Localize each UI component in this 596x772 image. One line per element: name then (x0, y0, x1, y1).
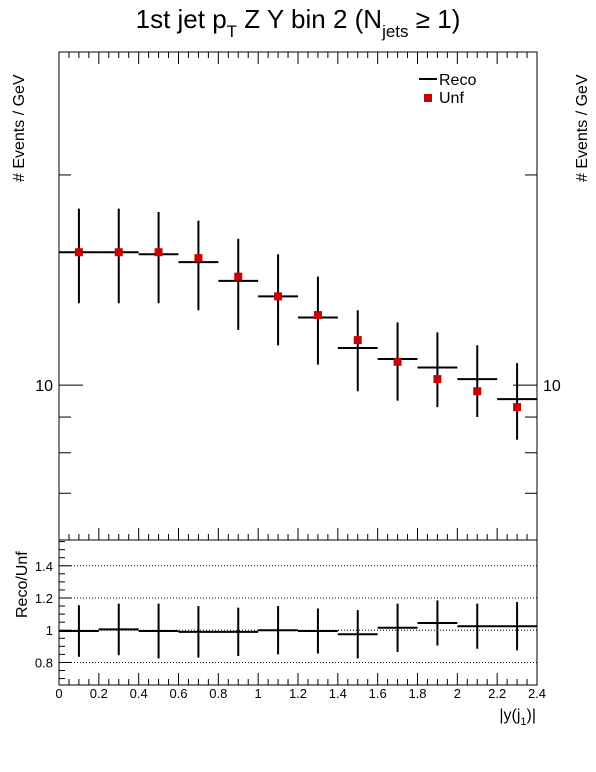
legend-unf-marker (424, 94, 432, 102)
x-tick-label: 0 (55, 686, 62, 701)
x-tick-label: 0.4 (130, 686, 148, 701)
x-axis-label: |y(j1)| (499, 707, 536, 728)
unf-marker (114, 248, 123, 257)
legend: Reco Unf (419, 72, 476, 107)
x-tick-label: 1.2 (289, 686, 307, 701)
y-axis-label-left: # Events / GeV (11, 74, 28, 182)
unf-marker (393, 357, 402, 366)
x-tick-label: 2.2 (488, 686, 506, 701)
legend-unf-label: Unf (439, 90, 464, 107)
ratio-y-tick-label: 0.8 (35, 655, 53, 670)
x-tick-label: 2.4 (528, 686, 546, 701)
unf-marker (274, 292, 283, 301)
x-tick-label: 0.6 (169, 686, 187, 701)
unf-marker (154, 248, 163, 257)
x-tick-label: 0.2 (90, 686, 108, 701)
main-axis-ticks (58, 51, 538, 541)
unf-marker (433, 375, 442, 384)
unf-marker (353, 336, 362, 345)
unf-marker (74, 248, 83, 257)
chart-title: 1st jet pT Z Y bin 2 (Njets ≥ 1) (136, 4, 461, 41)
unf-marker (473, 387, 482, 396)
tick-labels: 0 0.2 0.4 0.6 0.8 1 1.2 1.4 1.6 1.8 2 2.2 2.4 10 10 0.8… (35, 378, 561, 701)
x-tick-label: 0.8 (209, 686, 227, 701)
ratio-y-tick-label: 1.4 (35, 559, 53, 574)
x-tick-label: 1.6 (369, 686, 387, 701)
x-tick-label: 1.4 (329, 686, 347, 701)
y-axis-label-right: # Events / GeV (574, 74, 591, 182)
ratio-gridlines (59, 565, 537, 663)
main-series (59, 208, 537, 440)
unf-marker (234, 272, 243, 281)
x-tick-label: 1 (255, 686, 262, 701)
ratio-y-tick-label: 1 (46, 623, 53, 638)
ratio-plot-frame (58, 539, 538, 686)
legend-reco-label: Reco (439, 72, 476, 89)
main-y-tick-label-right: 10 (543, 378, 561, 395)
x-tick-label: 2 (454, 686, 461, 701)
x-tick-label: 1.8 (408, 686, 426, 701)
ratio-axis-ticks (58, 541, 538, 685)
ratio-y-axis-label: Reco/Unf (14, 551, 31, 618)
unf-marker (194, 254, 203, 263)
main-y-tick-label: 10 (35, 378, 53, 395)
ratio-series (59, 600, 537, 659)
unf-marker (313, 311, 322, 320)
unf-marker (513, 403, 522, 412)
ratio-y-tick-label: 1.2 (35, 591, 53, 606)
